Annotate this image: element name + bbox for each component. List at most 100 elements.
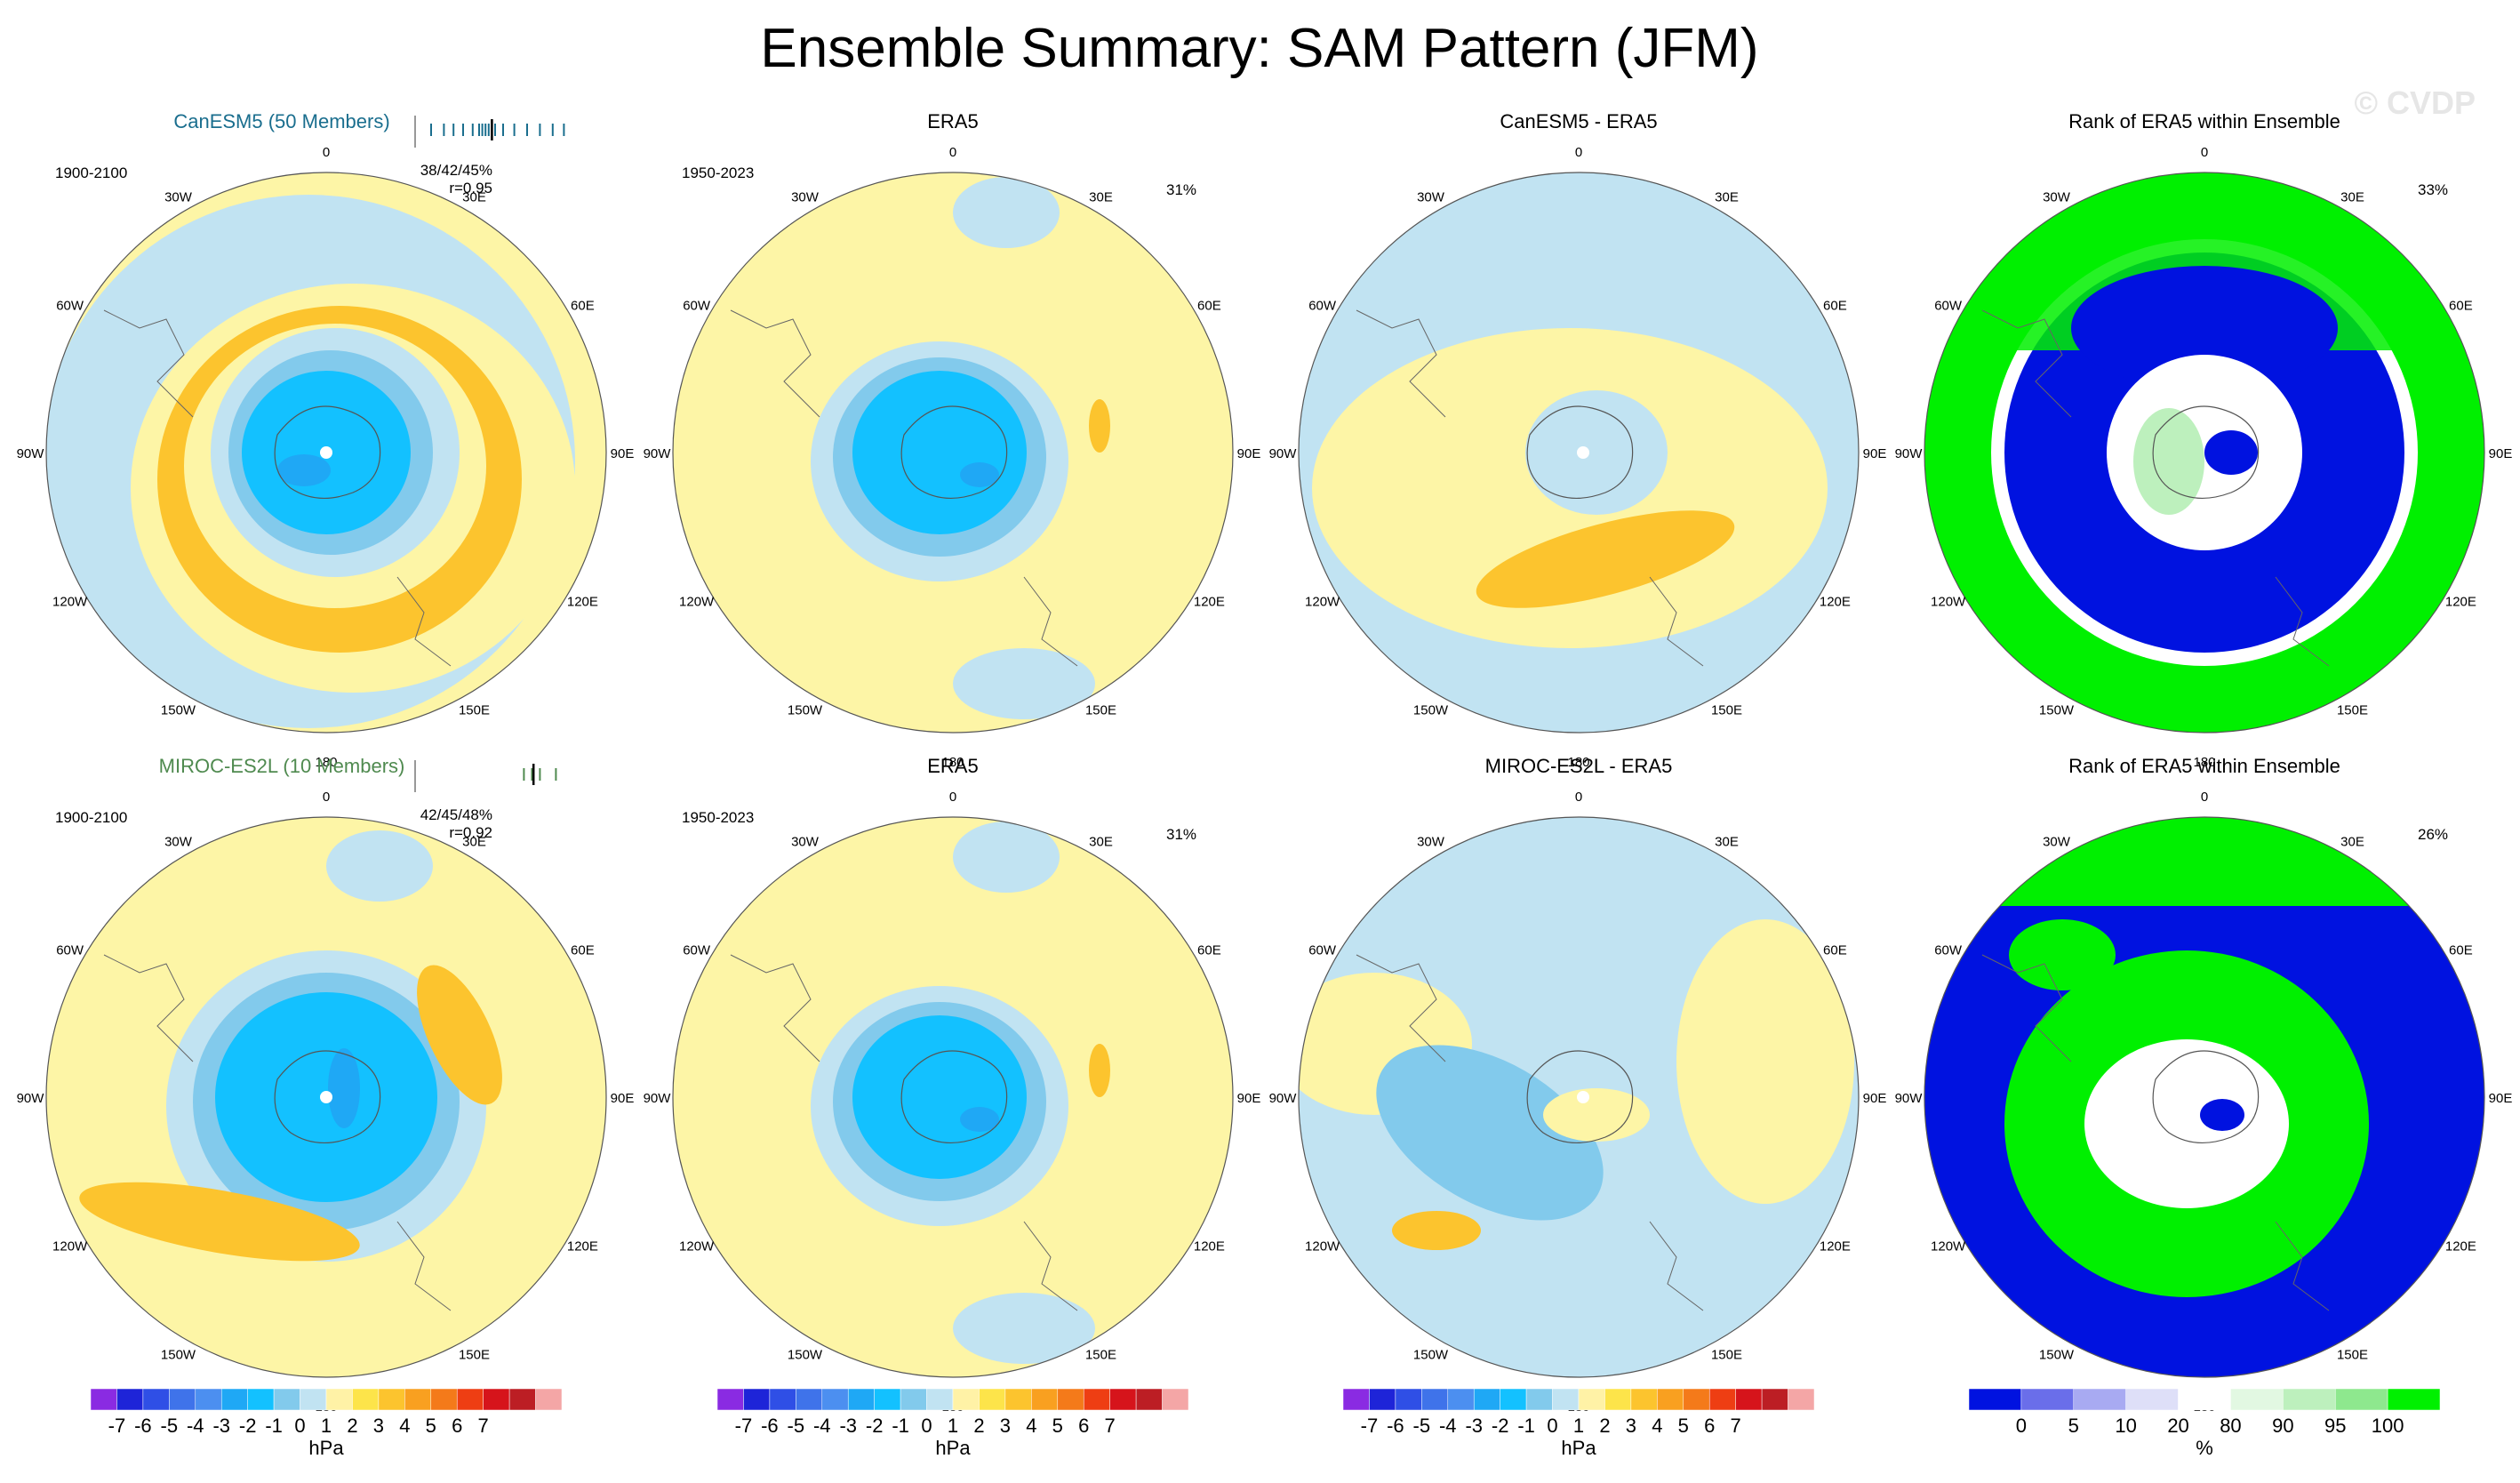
colorbar-tick-label: 0 (1547, 1415, 1557, 1437)
antarctica-coast (900, 405, 1008, 500)
colorbar-tick-label: -4 (1439, 1415, 1457, 1437)
colorbar-swatch (378, 1388, 405, 1411)
colorbar-swatch (273, 1388, 300, 1411)
longitude-label: 90E (2489, 446, 2513, 461)
longitude-label: 30W (791, 835, 820, 850)
colorbar-difference: -7 -6 -5 -4 -3 -2 -1 0 1 2 3 4 5 6 7 hPa (1342, 1388, 1815, 1459)
colorbar-swatch (220, 1388, 248, 1411)
colorbar-swatch (1135, 1388, 1163, 1411)
colorbar-swatch (716, 1388, 744, 1411)
colorbar-swatch (926, 1388, 954, 1411)
longitude-label: 30E (1715, 190, 1739, 205)
colorbar-swatch (325, 1388, 353, 1411)
colorbar-swatch (352, 1388, 380, 1411)
colorbar-tick-label: -2 (1492, 1415, 1509, 1437)
colorbar-swatch (1683, 1388, 1710, 1411)
variance-label: 33% (2418, 181, 2448, 198)
longitude-label: 30E (462, 835, 486, 850)
longitude-label: 60E (1823, 299, 1847, 314)
australia-coast (1023, 576, 1078, 667)
map-contours (1299, 817, 1859, 1377)
colorbar-tick-label: 4 (1652, 1415, 1662, 1437)
longitude-label: 180 (1567, 755, 1589, 770)
map-contours (1924, 817, 2484, 1377)
colorbar-tick-label: 3 (1000, 1415, 1011, 1437)
colorbar-swatch (1162, 1388, 1189, 1411)
longitude-label: 150W (1413, 1347, 1449, 1362)
south-america-coast (1356, 309, 1446, 418)
longitude-label: 0 (949, 790, 956, 805)
longitude-label: 150E (2337, 1347, 2368, 1362)
australia-coast (2275, 1221, 2330, 1311)
northern-low-lobe (953, 822, 1060, 893)
colorbar-tick-label: -2 (866, 1415, 884, 1437)
longitude-label: 0 (1575, 145, 1582, 160)
antarctica-coast (900, 1050, 1008, 1144)
colorbar-swatch (2020, 1388, 2075, 1411)
australia-coast (2275, 576, 2330, 667)
longitude-label: 150W (1413, 702, 1449, 717)
colorbar-swatch (1578, 1388, 1605, 1411)
antarctica-coast (2152, 1050, 2260, 1144)
colorbar-model: -7 -6 -5 -4 -3 -2 -1 0 1 2 3 4 5 6 7 hPa (90, 1388, 563, 1459)
colorbar-tick-label: -4 (813, 1415, 831, 1437)
longitude-label: 30W (2043, 190, 2071, 205)
longitude-label: 0 (2201, 790, 2208, 805)
colorbar-swatch (300, 1388, 327, 1411)
colorbar-tick-label: -1 (1517, 1415, 1535, 1437)
australia-coast (1023, 1221, 1078, 1311)
longitude-label: 90W (1269, 446, 1298, 461)
longitude-label: 120W (679, 1239, 715, 1255)
antarctica-coast (2152, 405, 2260, 500)
colorbar-unit: % (2196, 1437, 2213, 1459)
colorbar-era5: -7 -6 -5 -4 -3 -2 -1 0 1 2 3 4 5 6 7 hPa (716, 1388, 1189, 1459)
longitude-label: 90E (1237, 1091, 1261, 1106)
colorbar-swatch (1708, 1388, 1736, 1411)
longitude-label: 30W (2043, 835, 2071, 850)
colorbar-tick-label: 6 (1704, 1415, 1715, 1437)
colorbar-swatch (2334, 1388, 2388, 1411)
antarctica-coast (274, 405, 381, 500)
longitude-label: 90E (1863, 446, 1887, 461)
longitude-label: 120E (1820, 1239, 1851, 1255)
australia-coast (1649, 576, 1704, 667)
colorbar-swatch (2387, 1388, 2441, 1411)
longitude-label: 60E (2449, 943, 2473, 958)
longitude-label: 150W (161, 1347, 196, 1362)
colorbar-swatch (1735, 1388, 1763, 1411)
colorbar-swatch (952, 1388, 980, 1411)
longitude-label: 60E (2449, 299, 2473, 314)
longitude-label: 150W (788, 702, 823, 717)
colorbar-tick-label: 3 (1626, 1415, 1636, 1437)
longitude-label: 150E (1711, 1347, 1742, 1362)
longitude-label: 90E (611, 446, 635, 461)
longitude-label: 150E (459, 1347, 490, 1362)
colorbar-tick-label: -7 (108, 1415, 126, 1437)
longitude-label: 0 (323, 145, 330, 160)
map-contours (1924, 172, 2484, 733)
colorbar-unit: hPa (935, 1437, 971, 1459)
panel-title: ERA5 (927, 110, 978, 132)
longitude-label: 90W (644, 446, 672, 461)
longitude-label: 0 (1575, 790, 1582, 805)
longitude-label: 120E (1820, 595, 1851, 610)
map-panel-rank_2: 0 30E 60E 90E 120E 150E 180 150W 120W 90W 60W 30W Ra… (1895, 755, 2513, 1415)
map-border (1298, 816, 1860, 1378)
stats-label: 38/42/45% (420, 162, 492, 179)
colorbar-swatch (90, 1388, 117, 1411)
australia-coast (396, 576, 452, 667)
longitude-label: 60W (1934, 299, 1963, 314)
colorbar-tick-label: 5 (2068, 1415, 2079, 1437)
panel-title: MIROC-ES2L (10 Members) (159, 755, 405, 777)
colorbar-swatch (142, 1388, 170, 1411)
south-america-coast (1981, 309, 2072, 418)
antarctica-coast (1526, 1050, 1634, 1144)
colorbar-swatch (116, 1388, 144, 1411)
polar-low-core (852, 1015, 1027, 1179)
longitude-label: 60E (1823, 943, 1847, 958)
south-america-coast (103, 954, 194, 1062)
colorbar-tick-label: 7 (1731, 1415, 1741, 1437)
variance-label: 31% (1166, 181, 1196, 198)
south-america-coast (1981, 954, 2072, 1062)
map-panel-model2_pattern: 0 30E 60E 90E 120E 150E 180 150W 120W 90W 60W 30W MI… (17, 755, 635, 1415)
